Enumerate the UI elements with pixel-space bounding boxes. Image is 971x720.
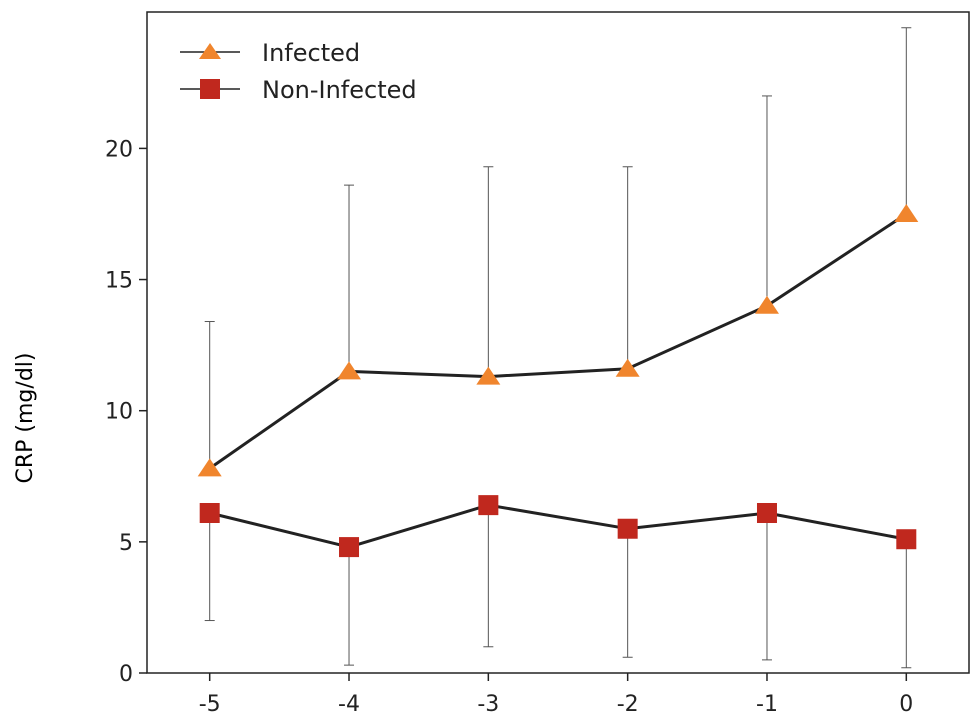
data-point-non-infected (339, 537, 360, 558)
legend-marker-triangle (199, 43, 221, 59)
x-tick-label: -2 (617, 692, 639, 717)
x-tick-label: -4 (338, 692, 360, 717)
y-axis: 0 5 10 15 20 (105, 137, 147, 687)
data-point-non-infected (478, 495, 499, 516)
legend: Infected Non-Infected (180, 39, 417, 104)
y-axis-title: CRP (mg/dl) (13, 353, 38, 484)
y-tick-label: 20 (105, 137, 133, 162)
x-tick-label: 0 (899, 692, 913, 717)
series-lines (208, 212, 908, 549)
legend-item-infected: Infected (180, 39, 360, 67)
y-tick-label: 0 (119, 662, 133, 687)
x-tick-label: -3 (477, 692, 499, 717)
x-axis: -5 -4 -3 -2 -1 0 (199, 673, 913, 717)
x-tick-label: -5 (199, 692, 221, 717)
plot-frame (146, 11, 970, 674)
series-line-non-infected (209, 503, 907, 549)
data-point-non-infected (617, 518, 638, 539)
legend-marker-square (200, 79, 220, 99)
data-point-infected (337, 361, 362, 380)
data-point-non-infected (896, 529, 917, 550)
y-tick-label: 5 (119, 531, 133, 556)
data-point-non-infected (199, 502, 220, 523)
legend-item-non-infected: Non-Infected (180, 76, 417, 104)
data-point-infected (894, 203, 919, 222)
data-point-non-infected (756, 502, 777, 523)
data-point-infected (476, 366, 501, 385)
data-point-infected (197, 458, 222, 477)
legend-label-non-infected: Non-Infected (262, 76, 417, 104)
series-line-infected (208, 212, 908, 470)
error-bars (204, 27, 912, 669)
legend-label-infected: Infected (262, 39, 360, 67)
y-tick-label: 10 (105, 400, 133, 425)
y-tick-label: 15 (105, 269, 133, 294)
x-tick-label: -1 (756, 692, 778, 717)
data-markers (197, 203, 919, 558)
data-point-infected (754, 295, 779, 314)
data-point-infected (615, 358, 640, 377)
